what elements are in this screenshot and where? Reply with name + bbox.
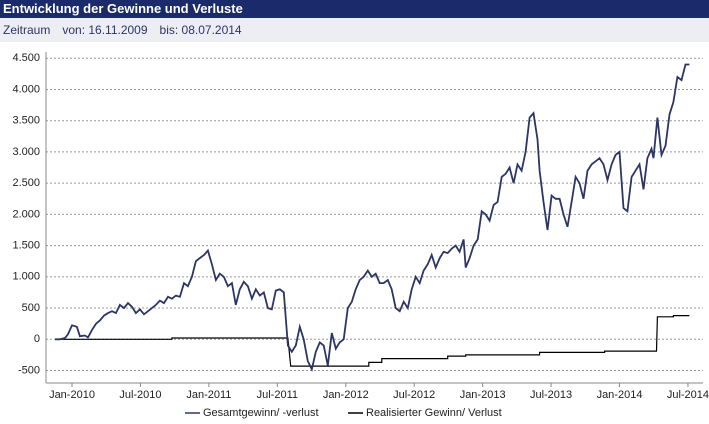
x-tick-label: Jan-2010 — [49, 389, 95, 401]
series-line — [55, 63, 690, 372]
period-row: Zeitraum von: 16.11.2009 bis: 08.07.2014 — [0, 18, 709, 42]
period-from: von: 16.11.2009 — [62, 23, 148, 37]
y-tick-label: 4.500 — [12, 52, 40, 64]
y-tick-label: 1.000 — [12, 271, 40, 283]
y-tick-label: 2.500 — [12, 177, 40, 189]
x-tick-label: Jul-2013 — [530, 389, 572, 401]
y-tick-label: -500 — [18, 364, 40, 376]
y-tick-label: 4.000 — [12, 83, 40, 95]
period-to: bis: 08.07.2014 — [159, 23, 242, 37]
x-tick-label: Jul-2014 — [667, 389, 709, 401]
x-tick-label: Jul-2010 — [119, 389, 161, 401]
x-tick-label: Jan-2012 — [323, 389, 369, 401]
y-tick-label: 3.500 — [12, 115, 40, 127]
legend-label: Gesamtgewinn/ -verlust — [203, 407, 319, 419]
x-tick-label: Jul-2011 — [257, 389, 298, 401]
y-tick-label: 500 — [22, 302, 40, 314]
y-tick-label: 2.000 — [12, 208, 40, 220]
header-title: Entwicklung der Gewinne und Verluste — [0, 0, 709, 18]
series-line — [55, 315, 690, 367]
x-tick-label: Jan-2014 — [597, 389, 643, 401]
legend-label: Realisierter Gewinn/ Verlust — [366, 407, 502, 419]
x-tick-label: Jan-2011 — [186, 389, 231, 401]
y-tick-label: 3.000 — [12, 146, 40, 158]
x-tick-label: Jul-2012 — [393, 389, 435, 401]
y-tick-label: 1.500 — [12, 240, 40, 252]
x-tick-label: Jan-2013 — [460, 389, 506, 401]
period-label: Zeitraum — [3, 23, 51, 37]
y-tick-label: 0 — [34, 333, 40, 345]
